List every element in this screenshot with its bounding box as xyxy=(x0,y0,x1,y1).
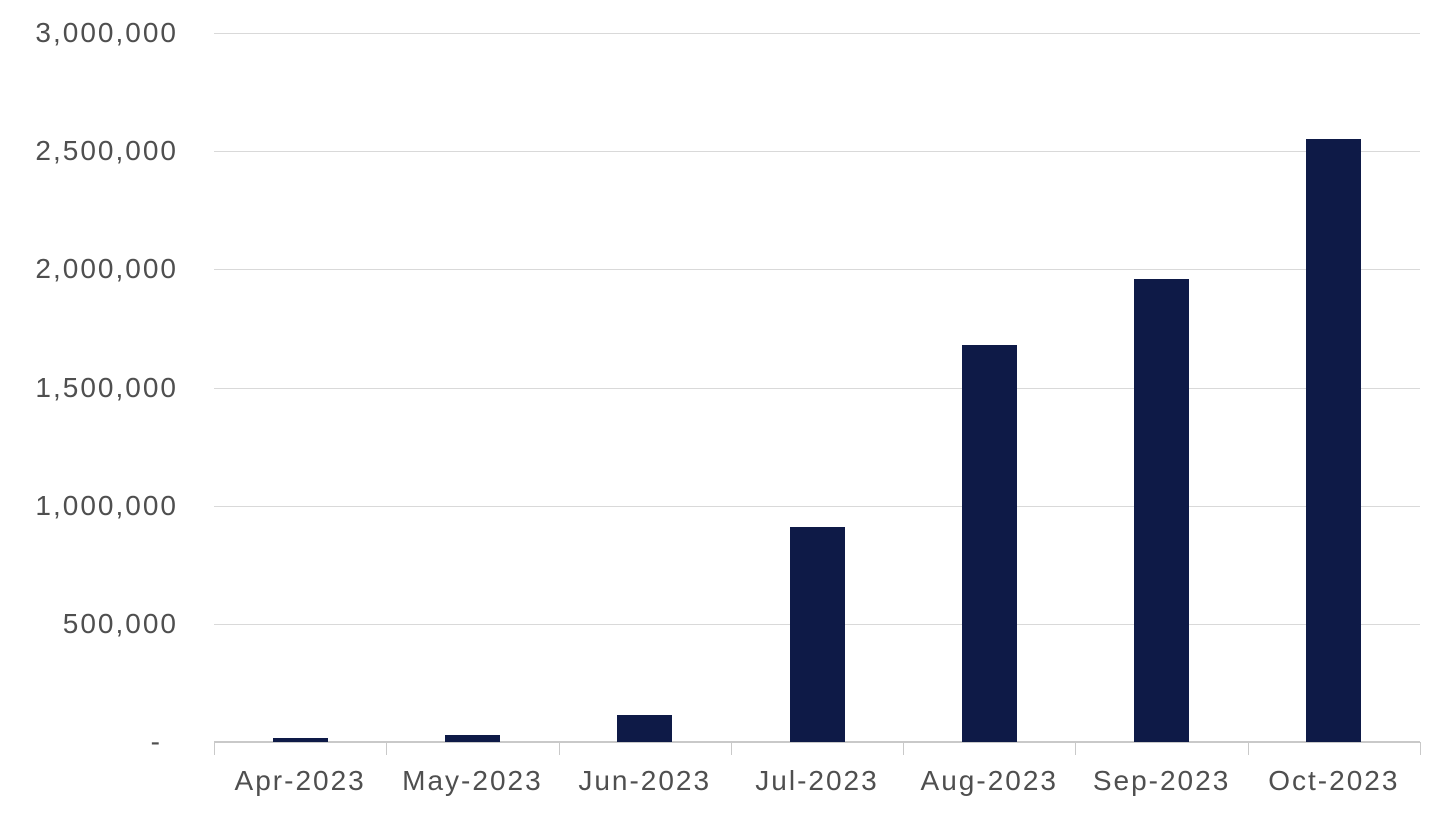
x-axis-label: Jul-2023 xyxy=(755,765,879,796)
y-axis-label: 2,000,000 xyxy=(35,253,178,285)
x-axis-label: Apr-2023 xyxy=(234,765,366,796)
bar-sep-2023 xyxy=(1134,278,1190,742)
x-axis-tick xyxy=(730,742,732,755)
plot-area xyxy=(214,33,1421,755)
x-axis: Apr-2023 May-2023 Jun-2023 Jul-2023 Aug-2023… xyxy=(214,763,1420,799)
x-axis-tick xyxy=(1420,742,1421,755)
gridline xyxy=(214,151,1420,153)
y-axis-label: 500,000 xyxy=(62,607,178,639)
x-axis-tick xyxy=(1075,742,1077,755)
x-axis-label: May-2023 xyxy=(402,765,543,796)
x-axis-label: Sep-2023 xyxy=(1092,765,1231,796)
x-axis-tick xyxy=(903,742,905,755)
bar-apr-2023 xyxy=(272,738,328,742)
x-axis-tick xyxy=(214,742,215,755)
gridline xyxy=(214,33,1420,34)
x-axis-tick xyxy=(386,742,388,755)
gridline xyxy=(214,505,1420,507)
bar-oct-2023 xyxy=(1306,139,1362,742)
y-axis-label: 1,500,000 xyxy=(35,371,178,403)
y-axis-label: 2,500,000 xyxy=(35,135,178,167)
x-axis-label: Jun-2023 xyxy=(578,765,712,796)
x-axis-tick xyxy=(1247,742,1249,755)
gridline xyxy=(214,269,1420,271)
y-axis-label: 3,000,000 xyxy=(35,17,178,48)
x-axis-line xyxy=(214,741,1420,743)
bar-jul-2023 xyxy=(789,526,845,742)
y-axis-label: 1,000,000 xyxy=(35,489,178,521)
y-axis-label: - xyxy=(150,726,162,757)
bar-may-2023 xyxy=(444,734,500,742)
bar-jun-2023 xyxy=(617,714,673,742)
x-axis-label: Oct-2023 xyxy=(1268,765,1400,796)
x-axis-tick xyxy=(558,742,560,755)
y-axis: 3,000,000 2,500,000 2,000,000 1,500,000 1,00… xyxy=(0,17,178,757)
gridline xyxy=(214,387,1420,389)
bar-aug-2023 xyxy=(961,344,1017,742)
x-axis-label: Aug-2023 xyxy=(920,765,1058,796)
